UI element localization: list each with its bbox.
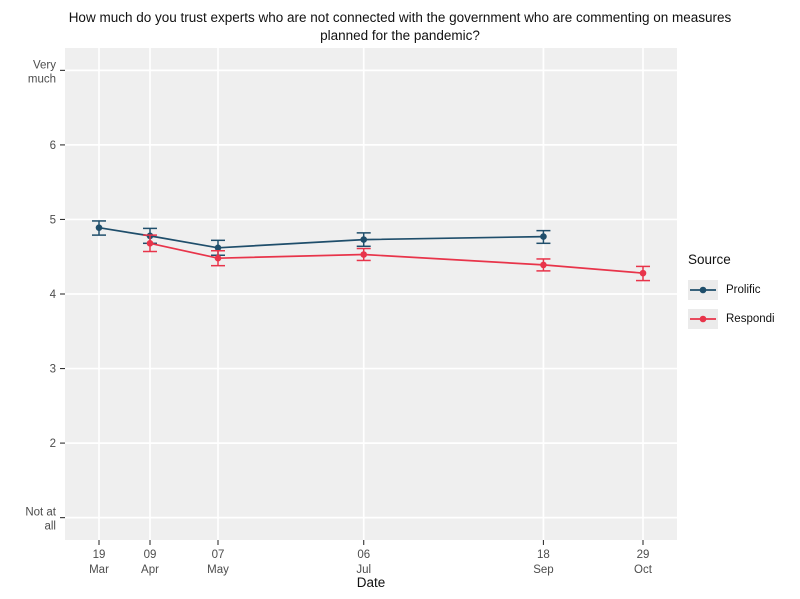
y-tick-label: 4 [50, 289, 57, 301]
y-tick-label: 3 [50, 364, 56, 376]
legend-entry-respondi: Respondi [688, 308, 775, 330]
x-axis-title: Date [356, 575, 386, 590]
legend-label-respondi: Respondi [726, 313, 775, 325]
y-tick-label: all [44, 521, 56, 533]
y-tick-label: much [28, 73, 56, 85]
x-tick-label: May [207, 564, 229, 576]
prolific-line-key-icon [688, 280, 718, 300]
legend-title: Source [688, 252, 731, 267]
x-tick-label: 06 [357, 549, 370, 561]
data-point-prolific [360, 236, 368, 243]
y-tick-label: Not at [25, 507, 56, 519]
x-tick-label: 09 [144, 549, 157, 561]
data-point-respondi [146, 240, 154, 247]
y-tick-label: 2 [50, 438, 56, 450]
legend-key-point [699, 315, 707, 323]
legend: Source Prolific Respondi [688, 252, 775, 337]
x-tick-label: 07 [212, 549, 225, 561]
x-tick-label: Apr [141, 564, 159, 576]
y-tick-label: 6 [50, 140, 56, 152]
legend-entry-prolific: Prolific [688, 279, 775, 301]
data-point-prolific [214, 244, 222, 252]
x-tick-label: Sep [533, 564, 553, 576]
x-tick-label: Oct [634, 564, 653, 576]
x-tick-label: 19 [93, 549, 106, 561]
y-tick-label: 5 [50, 214, 56, 226]
data-point-respondi [639, 269, 647, 277]
y-tick-label: Very [33, 59, 56, 71]
x-tick-label: Jul [356, 564, 371, 576]
x-tick-label: Mar [89, 564, 109, 576]
respondi-line-key-icon [688, 309, 718, 329]
data-point-prolific [540, 233, 547, 240]
respondi-key-glyph [690, 315, 716, 323]
x-tick-label: 29 [637, 549, 650, 561]
prolific-key-glyph [690, 286, 716, 294]
data-point-respondi [540, 261, 547, 269]
chart-title: How much do you trust experts who are no… [0, 9, 800, 45]
data-point-prolific [95, 224, 103, 231]
chart-title-text: How much do you trust experts who are no… [68, 10, 732, 43]
x-tick-label: 18 [537, 549, 550, 561]
data-point-respondi [214, 254, 222, 262]
legend-label-prolific: Prolific [726, 284, 761, 296]
data-point-respondi [360, 251, 368, 258]
legend-key-point [699, 286, 707, 294]
